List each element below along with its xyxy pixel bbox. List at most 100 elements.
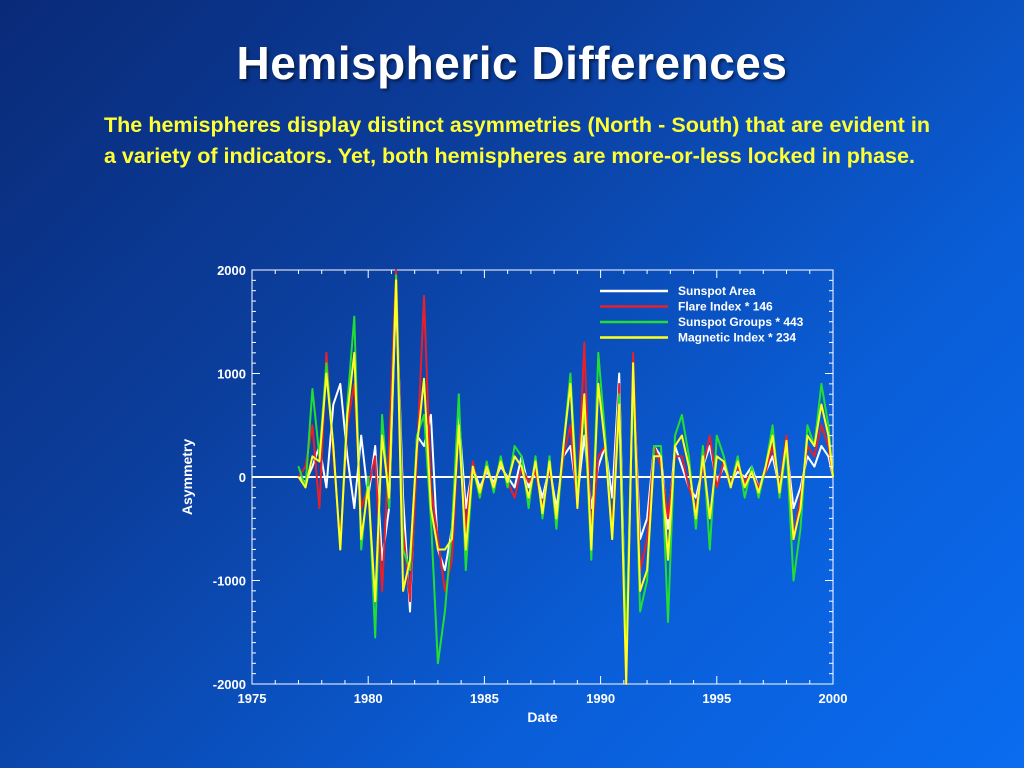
series-point [562, 445, 565, 447]
series-point [325, 352, 328, 354]
series-point [541, 512, 544, 515]
series-point [695, 496, 697, 499]
series-point [520, 465, 523, 468]
series-point [534, 460, 537, 463]
series-point [437, 662, 439, 665]
series-point [311, 388, 314, 390]
x-tick-label: 1975 [238, 691, 267, 706]
series-point [471, 460, 474, 463]
series-point [409, 600, 411, 602]
series-point [569, 445, 572, 447]
series-point [653, 455, 655, 458]
series-point [646, 517, 648, 520]
series-point [639, 610, 641, 613]
series-point [820, 424, 823, 427]
series-point [646, 538, 648, 540]
y-tick-label: -1000 [213, 574, 246, 589]
legend-label: Flare Index * 146 [678, 300, 773, 314]
series-point [611, 496, 614, 499]
slide-body-text: The hemispheres display distinct asymmet… [104, 113, 930, 168]
series-point [799, 507, 802, 509]
series-point [722, 455, 725, 458]
series-point [346, 455, 349, 458]
series-point [618, 372, 620, 375]
y-tick-label: -2000 [213, 677, 246, 692]
series-point [360, 538, 363, 540]
series-point [353, 507, 356, 509]
series-point [458, 393, 460, 396]
series-point [806, 424, 809, 427]
series-point [764, 465, 767, 468]
series-point [325, 362, 328, 364]
series-point [709, 434, 711, 437]
series-point [785, 434, 788, 437]
series-point [778, 496, 781, 499]
series-point [792, 579, 795, 582]
x-tick-label: 2000 [819, 691, 848, 706]
series-point [478, 491, 481, 494]
x-tick-label: 1980 [354, 691, 383, 706]
series-point [534, 455, 537, 458]
x-axis-title: Date [527, 709, 558, 725]
series-point [513, 455, 516, 458]
series-point [597, 352, 600, 354]
series-point [381, 559, 383, 561]
series-point [590, 559, 593, 561]
series-point [709, 548, 711, 551]
series-point [409, 569, 411, 571]
series-point [625, 683, 627, 685]
series-point [527, 496, 530, 499]
series-point [632, 352, 634, 354]
series-point [332, 403, 335, 406]
series-point [792, 538, 795, 540]
series-point [597, 383, 600, 385]
series-point [736, 460, 739, 463]
series-point [688, 455, 690, 458]
series-point [813, 465, 816, 468]
x-tick-label: 1995 [702, 691, 731, 706]
series-point [318, 460, 321, 463]
series-point [813, 445, 816, 447]
series-point [646, 579, 648, 582]
series-point [311, 424, 314, 427]
series-point [513, 496, 516, 499]
series-point [471, 465, 474, 468]
series-point [360, 434, 363, 437]
series-group [297, 269, 834, 685]
series-point [381, 590, 383, 592]
series-point [346, 414, 349, 416]
series-point [513, 445, 516, 447]
series-point [478, 496, 481, 499]
series-point [367, 486, 370, 489]
series-point [527, 481, 530, 483]
series-point [681, 455, 683, 458]
series-point [381, 414, 383, 416]
series-point [674, 434, 676, 437]
series-point [297, 465, 300, 468]
series-point [688, 486, 690, 489]
series-point [458, 424, 460, 427]
series-point [311, 465, 314, 468]
series-point [716, 486, 718, 489]
series-point [388, 507, 390, 509]
series-point [311, 455, 314, 458]
series-point [688, 465, 690, 468]
series-point [695, 527, 697, 530]
series-point [667, 559, 669, 561]
series-point [332, 445, 335, 447]
series-point [360, 548, 363, 551]
x-tick-label: 1985 [470, 691, 499, 706]
series-line [297, 289, 834, 665]
series-point [785, 439, 788, 442]
series-point [681, 414, 683, 416]
series-point [667, 621, 669, 623]
series-point [451, 559, 453, 561]
series-point [660, 455, 662, 458]
series-point [583, 393, 586, 396]
series-point [465, 548, 467, 551]
series-point [444, 548, 446, 551]
series-point [374, 445, 376, 447]
